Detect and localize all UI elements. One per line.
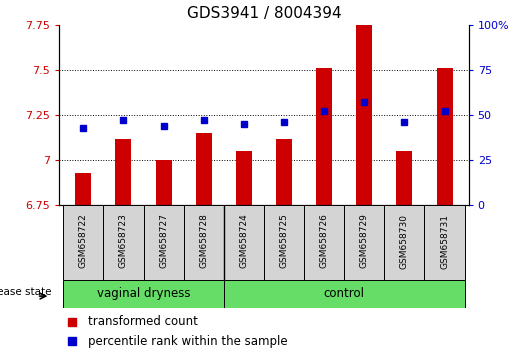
Bar [63, 280, 224, 308]
Text: control: control [324, 287, 365, 300]
Bar [75, 173, 91, 205]
Bar [156, 160, 171, 205]
Bar [316, 68, 332, 205]
Text: GSM658723: GSM658723 [119, 213, 128, 268]
Bar [224, 205, 264, 280]
Text: percentile rank within the sample: percentile rank within the sample [88, 335, 287, 348]
Bar [236, 151, 252, 205]
Text: GSM658731: GSM658731 [440, 213, 449, 268]
Text: GSM658725: GSM658725 [280, 213, 288, 268]
Text: GSM658722: GSM658722 [79, 213, 88, 268]
Bar [63, 205, 104, 280]
Bar [184, 205, 224, 280]
Text: GSM658728: GSM658728 [199, 213, 208, 268]
Bar [144, 205, 184, 280]
Bar [196, 133, 212, 205]
Bar [424, 205, 465, 280]
Text: vaginal dryness: vaginal dryness [97, 287, 190, 300]
Bar [276, 138, 292, 205]
Text: GSM658727: GSM658727 [159, 213, 168, 268]
Bar [356, 19, 372, 205]
Bar [304, 205, 344, 280]
Text: GSM658730: GSM658730 [400, 213, 409, 268]
Bar [397, 151, 413, 205]
Text: GSM658726: GSM658726 [320, 213, 329, 268]
Text: disease state: disease state [0, 286, 52, 297]
Title: GDS3941 / 8004394: GDS3941 / 8004394 [186, 6, 341, 21]
Bar [104, 205, 144, 280]
Bar [384, 205, 424, 280]
Bar [344, 205, 384, 280]
Bar [224, 280, 465, 308]
Text: GSM658724: GSM658724 [239, 213, 248, 268]
Text: transformed count: transformed count [88, 315, 198, 328]
Bar [264, 205, 304, 280]
Bar [437, 68, 453, 205]
Text: GSM658729: GSM658729 [360, 213, 369, 268]
Bar [115, 138, 131, 205]
